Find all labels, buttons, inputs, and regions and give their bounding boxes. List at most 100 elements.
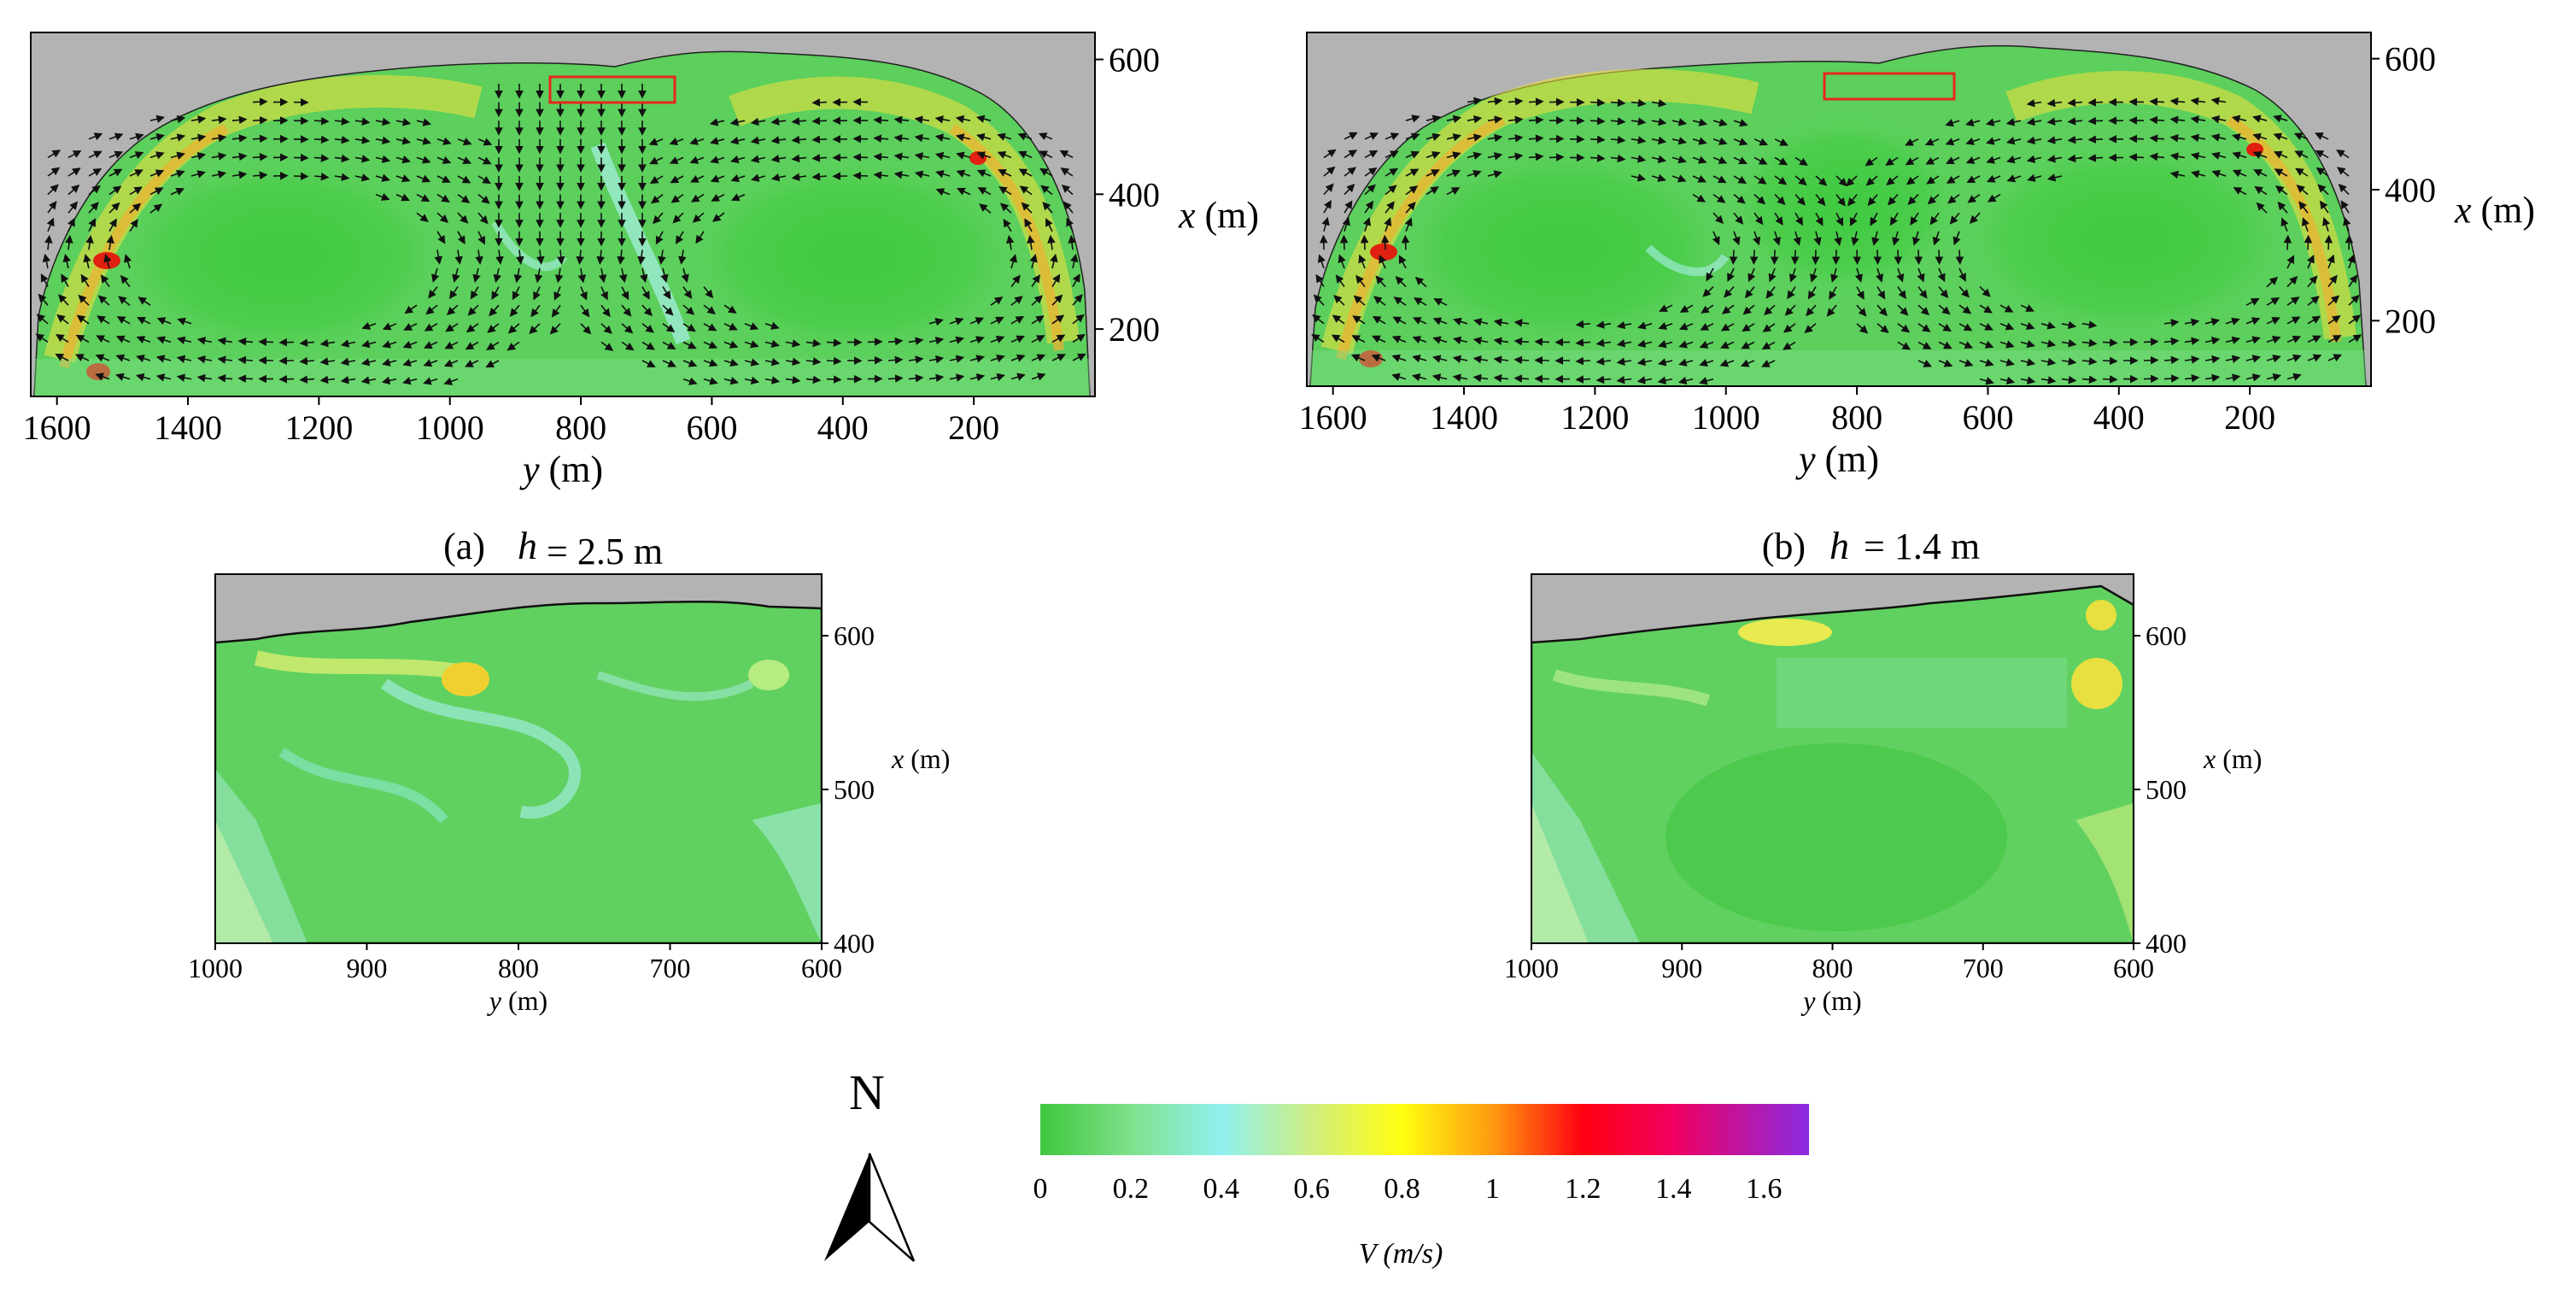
velocity-arrow <box>1784 304 1796 316</box>
velocity-arrow <box>2020 339 2035 349</box>
velocity-arrow <box>416 156 431 164</box>
velocity-arrow <box>703 359 718 367</box>
velocity-arrow <box>129 169 143 177</box>
velocity-arrow <box>1487 97 1503 106</box>
velocity-arrow <box>1938 304 1951 315</box>
velocity-arrow <box>115 335 131 343</box>
velocity-arrow <box>2233 187 2247 196</box>
velocity-arrow <box>452 267 460 283</box>
velocity-arrow <box>278 337 295 347</box>
colorbar-tick-label: 0.2 <box>1113 1173 1150 1205</box>
velocity-arrow <box>1018 168 1033 177</box>
velocity-arrow <box>723 377 740 385</box>
velocity-arrow <box>1575 375 1591 384</box>
velocity-arrow <box>2046 98 2063 108</box>
y-tick-label: 500 <box>834 774 875 805</box>
velocity-arrow <box>2067 154 2083 163</box>
velocity-arrow <box>1699 377 1714 385</box>
velocity-arrow <box>1344 200 1353 214</box>
velocity-arrow <box>1892 231 1900 246</box>
velocity-arrow <box>486 341 500 350</box>
panel-b-highlight-box <box>1823 72 1956 101</box>
velocity-arrow <box>1865 156 1878 167</box>
velocity-arrow <box>1312 314 1325 325</box>
velocity-arrow <box>1401 234 1410 250</box>
panel-b-velocity-vectors <box>1311 97 2362 385</box>
velocity-arrow <box>1051 334 1066 343</box>
velocity-arrow <box>2301 217 2310 232</box>
velocity-arrow <box>2348 294 2360 306</box>
velocity-arrow <box>416 118 432 126</box>
velocity-arrow <box>1932 231 1941 246</box>
velocity-arrow <box>1671 118 1688 126</box>
y-tick-label: 400 <box>1109 175 1160 214</box>
velocity-arrow <box>1575 338 1591 347</box>
velocity-arrow <box>2340 200 2350 214</box>
velocity-arrow <box>1834 231 1842 246</box>
velocity-arrow <box>1679 304 1694 313</box>
x-tick-label: 800 <box>498 953 539 983</box>
velocity-arrow <box>55 353 69 361</box>
velocity-arrow <box>1897 286 1906 300</box>
y-tick-label: 400 <box>834 928 875 959</box>
velocity-arrow <box>764 339 781 349</box>
velocity-arrow <box>108 150 124 159</box>
velocity-arrow <box>2040 321 2056 330</box>
velocity-arrow <box>75 354 90 362</box>
velocity-arrow <box>2245 317 2261 326</box>
velocity-arrow <box>1905 138 1919 146</box>
velocity-arrow <box>2149 152 2165 161</box>
velocity-arrow <box>416 193 430 202</box>
velocity-arrow <box>1742 304 1755 315</box>
velocity-arrow <box>744 358 760 367</box>
velocity-arrow <box>100 274 110 288</box>
velocity-arrow <box>618 267 628 284</box>
velocity-arrow <box>1040 185 1053 196</box>
velocity-arrow <box>136 355 151 363</box>
velocity-arrow <box>770 155 787 163</box>
velocity-arrow <box>2061 339 2077 348</box>
velocity-arrow <box>692 212 705 223</box>
velocity-arrow <box>1979 358 1994 367</box>
velocity-arrow <box>395 118 412 126</box>
velocity-arrow <box>1987 193 2001 202</box>
velocity-arrow <box>649 156 664 165</box>
velocity-arrow <box>1072 314 1085 325</box>
velocity-arrow <box>2204 355 2221 364</box>
velocity-arrow <box>2184 373 2200 383</box>
velocity-arrow <box>2307 296 2320 306</box>
velocity-arrow <box>477 193 490 204</box>
velocity-arrow <box>2254 185 2268 196</box>
velocity-arrow <box>2040 376 2057 384</box>
velocity-arrow <box>2266 355 2281 363</box>
velocity-arrow <box>596 249 605 265</box>
velocity-arrow <box>1885 156 1899 166</box>
velocity-arrow <box>1353 295 1366 306</box>
velocity-arrow <box>467 304 479 316</box>
velocity-arrow <box>1853 249 1862 265</box>
velocity-arrow <box>1412 336 1427 344</box>
velocity-arrow <box>2163 337 2180 346</box>
velocity-arrow <box>934 133 951 142</box>
velocity-arrow <box>2026 155 2042 163</box>
velocity-arrow <box>1333 295 1345 306</box>
velocity-arrow <box>553 286 562 301</box>
colorbar-label: V (m/s) <box>1359 1238 1443 1270</box>
velocity-arrow <box>2266 317 2280 325</box>
velocity-arrow <box>957 187 971 196</box>
velocity-arrow <box>893 170 910 179</box>
velocity-arrow <box>1029 254 1038 269</box>
velocity-arrow <box>770 117 787 126</box>
velocity-arrow <box>2252 132 2268 141</box>
velocity-arrow <box>491 286 500 300</box>
velocity-arrow <box>1657 376 1673 384</box>
velocity-arrow <box>382 340 397 349</box>
velocity-arrow <box>2321 217 2331 232</box>
velocity-arrow <box>1068 234 1076 250</box>
y-axis-label: x (m) <box>2454 189 2535 231</box>
velocity-arrow <box>190 133 207 143</box>
velocity-arrow <box>2232 169 2247 178</box>
velocity-arrow <box>2343 216 2351 232</box>
velocity-arrow <box>678 249 687 265</box>
velocity-arrow <box>2128 116 2145 125</box>
